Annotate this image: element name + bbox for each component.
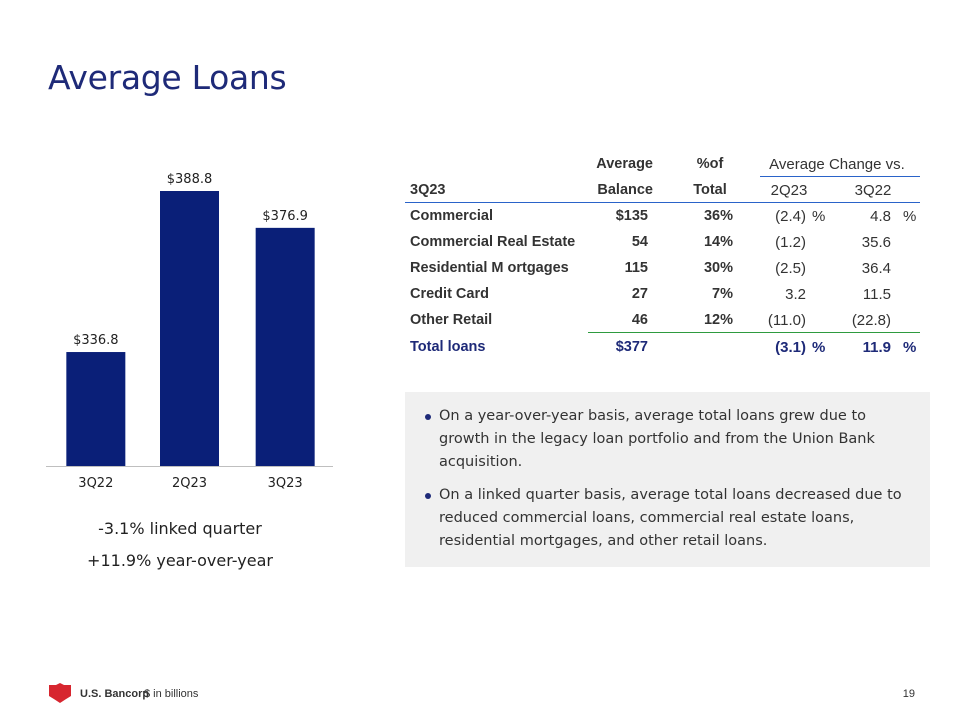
header-rule <box>405 202 920 203</box>
linked-quarter-change: -3.1% linked quarter <box>98 519 262 538</box>
row-change-2q23: (11.0) <box>767 312 806 329</box>
row-change-2q23: 3.2 <box>785 286 806 303</box>
bullet-icon <box>425 414 431 420</box>
year-over-year-change: +11.9% year-over-year <box>87 551 273 570</box>
header-average-change: Average Change vs. <box>769 156 905 173</box>
x-tick-label: 3Q23 <box>268 476 303 491</box>
row-pct: 7% <box>712 286 733 302</box>
row-change-3q22-unit: % <box>903 208 917 225</box>
bar-3Q22 <box>66 352 126 466</box>
header-total: Total <box>693 182 727 198</box>
row-balance: 54 <box>631 234 648 250</box>
row-balance: 27 <box>631 286 648 302</box>
row-pct: 12% <box>703 312 733 328</box>
header-pct-of: %of <box>696 156 724 172</box>
bullet-yoy: On a year-over-year basis, average total… <box>439 408 875 470</box>
bullet-linked-quarter: On a linked quarter basis, average total… <box>439 487 902 549</box>
total-change-2q23: (3.1) <box>775 339 806 356</box>
row-change-2q23: (2.5) <box>775 260 806 277</box>
total-change-3q22-unit: % <box>903 339 917 356</box>
page-number: 19 <box>902 688 915 700</box>
total-rule <box>588 332 920 333</box>
loans-table: Average Balance %of Total Average Change… <box>405 150 925 360</box>
row-change-3q22: (22.8) <box>851 312 891 329</box>
us-bancorp-shield-icon <box>49 683 71 703</box>
row-name: Residential M ortgages <box>410 260 569 276</box>
row-balance: $135 <box>615 208 648 224</box>
row-pct: 14% <box>703 234 733 250</box>
bullet-icon <box>425 493 431 499</box>
data-label: $336.8 <box>73 333 119 348</box>
group-rule <box>760 176 920 177</box>
row-change-2q23: (2.4) <box>775 208 806 225</box>
x-tick-label: 3Q22 <box>78 476 113 491</box>
footer-units-note: $ in billions <box>144 688 199 700</box>
header-balance: Balance <box>597 182 653 198</box>
total-change-2q23-unit: % <box>812 339 826 356</box>
row-change-2q23: (1.2) <box>775 234 806 251</box>
x-tick-label: 2Q23 <box>172 476 207 491</box>
footer-brand: U.S. Bancorp <box>80 688 150 700</box>
row-name: Credit Card <box>410 286 489 302</box>
header-2q23: 2Q23 <box>770 182 808 199</box>
bar-3Q23 <box>255 227 315 466</box>
row-pct: 36% <box>703 208 733 224</box>
row-name: Other Retail <box>410 312 493 328</box>
total-balance: $377 <box>615 339 648 355</box>
row-name: Commercial Real Estate <box>410 234 576 250</box>
data-label: $376.9 <box>262 209 308 224</box>
row-pct: 30% <box>703 260 733 276</box>
header-average: Average <box>596 156 653 172</box>
row-change-3q22: 35.6 <box>861 234 891 251</box>
row-change-2q23-unit: % <box>812 208 826 225</box>
row-change-3q22: 36.4 <box>861 260 891 277</box>
total-change-3q22: 11.9 <box>862 339 891 356</box>
row-balance: 46 <box>631 312 648 328</box>
data-label: $388.8 <box>167 172 213 187</box>
row-change-3q22: 11.5 <box>862 286 891 303</box>
bar-chart: $336.8 3Q22 $388.8 2Q23 $376.9 3Q23 <box>46 172 333 491</box>
commentary-box: On a year-over-year basis, average total… <box>405 392 930 567</box>
header-3q22: 3Q22 <box>854 182 892 199</box>
row-change-3q22: 4.8 <box>870 208 891 225</box>
bar-2Q23 <box>160 191 219 466</box>
total-name: Total loans <box>410 339 486 355</box>
header-period: 3Q23 <box>410 182 446 198</box>
row-name: Commercial <box>410 208 494 224</box>
row-balance: 115 <box>624 260 648 276</box>
page-title: Average Loans <box>48 58 287 97</box>
